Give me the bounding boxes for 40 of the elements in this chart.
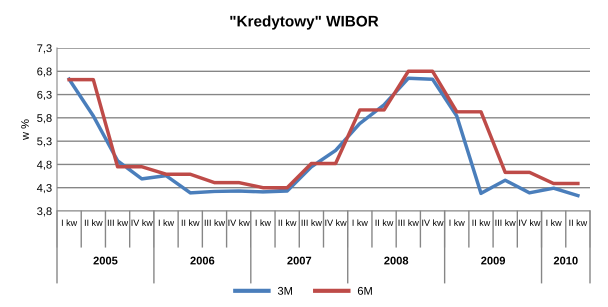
- text: 2006: [190, 256, 214, 265]
- y-tick-label: 7,3: [37, 44, 52, 54]
- text: 2010: [554, 256, 578, 265]
- x-tick-label: I kw: [450, 219, 465, 226]
- x-tick-label: II kw: [182, 219, 200, 226]
- x-tick-label: II kw: [376, 219, 394, 226]
- x-tick-label: IV kw: [519, 219, 540, 226]
- x-tick-label: IV kw: [325, 219, 347, 226]
- x-tick-label: I kw: [352, 219, 368, 226]
- text: 2008: [384, 256, 408, 265]
- x-tick-label: II kw: [472, 219, 490, 226]
- x-tick-label: III kw: [496, 219, 516, 226]
- y-axis-title: w %: [21, 119, 29, 140]
- x-tick-label: III kw: [398, 219, 419, 226]
- x-tick-label: I kw: [546, 219, 562, 226]
- x-tick-label: III kw: [108, 219, 128, 226]
- x-tick-label: III kw: [204, 219, 226, 226]
- text: 2007: [287, 256, 312, 265]
- x-tick-label: III kw: [302, 219, 322, 226]
- y-tick-label: 3,8: [37, 207, 52, 216]
- x-tick-label: I kw: [256, 219, 271, 226]
- text: 2005: [93, 256, 118, 265]
- y-tick-label: 5,3: [37, 137, 52, 147]
- chart-title: "Kredytowy" WIBOR: [230, 15, 378, 30]
- x-tick-label: II kw: [278, 219, 296, 226]
- x-tick-label: II kw: [84, 219, 103, 226]
- text: 2009: [481, 256, 506, 265]
- x-tick-label: IV kw: [422, 219, 444, 226]
- y-tick-label: 4,8: [36, 160, 52, 170]
- y-tick-label: 6,3: [37, 90, 52, 100]
- x-tick-label: I kw: [62, 219, 78, 226]
- x-tick-label: II kw: [569, 219, 588, 226]
- y-tick-label: 5,8: [37, 114, 52, 124]
- legend-label: 6M: [358, 286, 372, 295]
- x-tick-label: IV kw: [132, 219, 153, 226]
- legend-label: 3M: [278, 286, 292, 295]
- y-tick-label: 4,3: [36, 184, 52, 194]
- x-tick-label: I kw: [158, 219, 174, 226]
- x-tick-label: IV kw: [228, 219, 250, 226]
- y-tick-label: 6,8: [37, 68, 52, 77]
